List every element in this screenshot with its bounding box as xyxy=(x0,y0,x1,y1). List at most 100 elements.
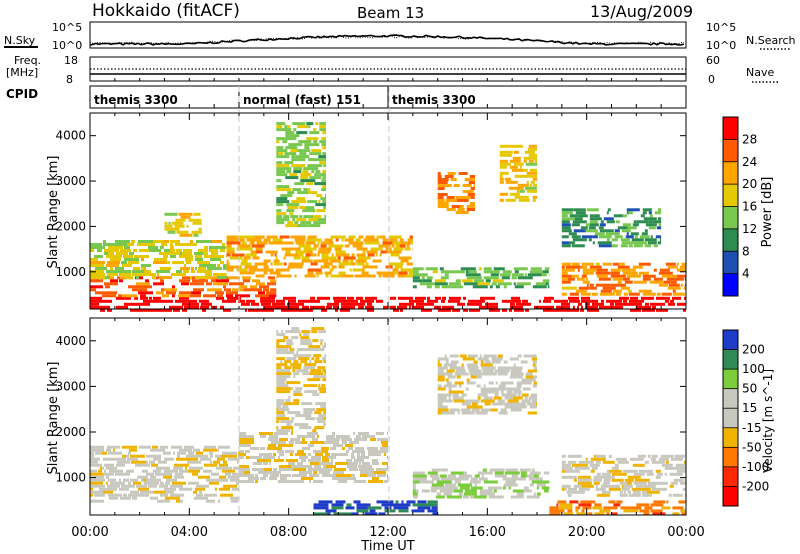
heatmap-cell xyxy=(384,509,396,513)
heatmap-cell xyxy=(115,267,124,270)
heatmap-cell xyxy=(172,285,175,289)
heatmap-cell xyxy=(332,477,346,480)
heatmap-cell xyxy=(285,134,300,138)
heatmap-cell xyxy=(465,270,469,274)
heatmap-cell xyxy=(394,271,399,275)
heatmap-cell xyxy=(437,181,448,184)
heatmap-cell xyxy=(378,512,386,516)
cpid-segment-label: themis 3300 xyxy=(392,93,476,107)
heatmap-cell xyxy=(352,244,363,248)
heatmap-cell xyxy=(647,241,657,245)
heatmap-cell xyxy=(284,465,291,468)
heatmap-cell xyxy=(193,212,201,216)
heatmap-cell xyxy=(225,472,231,476)
heatmap-cell xyxy=(333,296,346,300)
heatmap-cell xyxy=(237,244,251,248)
heatmap-cell xyxy=(201,302,212,306)
heatmap-cell xyxy=(281,426,294,430)
heatmap-cell xyxy=(106,448,111,452)
heatmap-cell xyxy=(176,230,189,234)
heatmap-cell xyxy=(592,506,603,510)
heatmap-cell xyxy=(637,302,642,306)
heatmap-cell xyxy=(176,249,182,252)
heatmap-cell xyxy=(226,294,233,298)
heatmap-cell xyxy=(619,481,627,485)
heatmap-cell xyxy=(276,179,282,183)
heatmap-cell xyxy=(323,158,326,162)
heatmap-cell xyxy=(267,282,276,286)
heatmap-cell xyxy=(292,474,307,477)
heatmap-cell xyxy=(205,273,212,276)
heatmap-cell xyxy=(561,208,574,212)
heatmap-cell xyxy=(294,423,309,427)
heatmap-cell xyxy=(509,159,521,163)
heatmap-cell xyxy=(300,342,313,346)
heatmap-cell xyxy=(276,173,288,177)
heatmap-cell xyxy=(380,447,388,450)
heatmap-cell xyxy=(303,215,314,219)
heatmap-cell xyxy=(108,246,123,249)
heatmap-cell xyxy=(270,474,273,477)
heatmap-cell xyxy=(612,289,622,293)
heatmap-cell xyxy=(284,125,288,129)
heatmap-cell xyxy=(444,399,453,403)
heatmap-cell xyxy=(315,357,320,361)
heatmap-cell xyxy=(412,273,428,277)
heatmap-cell xyxy=(110,255,122,258)
heatmap-cell xyxy=(493,270,500,274)
heatmap-cell xyxy=(142,243,155,246)
heatmap-cell xyxy=(324,354,326,358)
heatmap-cell xyxy=(193,454,208,458)
heatmap-cell xyxy=(295,441,301,444)
heatmap-cell xyxy=(293,128,297,132)
heatmap-cell xyxy=(672,512,680,516)
heatmap-cell xyxy=(528,144,537,148)
heatmap-cell xyxy=(335,500,346,504)
heatmap-cell xyxy=(211,305,213,309)
heatmap-cell xyxy=(630,308,641,312)
heatmap-cell xyxy=(575,509,579,513)
heatmap-cell xyxy=(512,489,524,493)
heatmap-cell xyxy=(113,448,115,452)
heatmap-cell xyxy=(141,267,144,270)
heatmap-cell xyxy=(271,435,278,438)
x-tick-label: 16:00 xyxy=(469,525,506,540)
heatmap-cell xyxy=(340,308,350,312)
heatmap-cell xyxy=(549,506,559,510)
heatmap-cell xyxy=(239,468,250,471)
heatmap-cell xyxy=(455,279,461,283)
heatmap-cell xyxy=(322,170,326,174)
heatmap-cell xyxy=(483,276,499,280)
heatmap-cell xyxy=(362,462,370,465)
heatmap-cell xyxy=(330,447,336,450)
heatmap-cell xyxy=(130,478,138,482)
heatmap-cell xyxy=(634,235,638,239)
heatmap-cell xyxy=(276,333,286,337)
heatmap-cell xyxy=(353,432,355,435)
heatmap-cell xyxy=(444,273,449,277)
heatmap-cell xyxy=(365,274,376,278)
heatmap-cell xyxy=(319,348,325,352)
heatmap-cell xyxy=(510,477,526,481)
heatmap-cell xyxy=(348,447,350,450)
heatmap-cell xyxy=(452,393,455,397)
heatmap-cell xyxy=(517,354,522,358)
heatmap-cell xyxy=(173,451,175,455)
heatmap-cell xyxy=(499,162,511,166)
heatmap-cell xyxy=(524,396,528,400)
heatmap-cell xyxy=(521,399,531,403)
heatmap-cell xyxy=(138,291,153,295)
heatmap-cell xyxy=(586,283,589,287)
heatmap-cell xyxy=(473,495,487,499)
heatmap-cell xyxy=(356,296,363,300)
heatmap-cell xyxy=(311,444,314,447)
heatmap-cell xyxy=(573,463,588,467)
heatmap-cell xyxy=(378,274,382,278)
heatmap-cell xyxy=(454,381,464,385)
heatmap-cell xyxy=(246,299,255,303)
heatmap-cell xyxy=(523,156,532,160)
heatmap-cell xyxy=(331,253,334,257)
y-tick-label: 1000 xyxy=(55,265,86,279)
colorbar-tick-label: -100 xyxy=(742,460,769,474)
heatmap-cell xyxy=(250,447,259,450)
